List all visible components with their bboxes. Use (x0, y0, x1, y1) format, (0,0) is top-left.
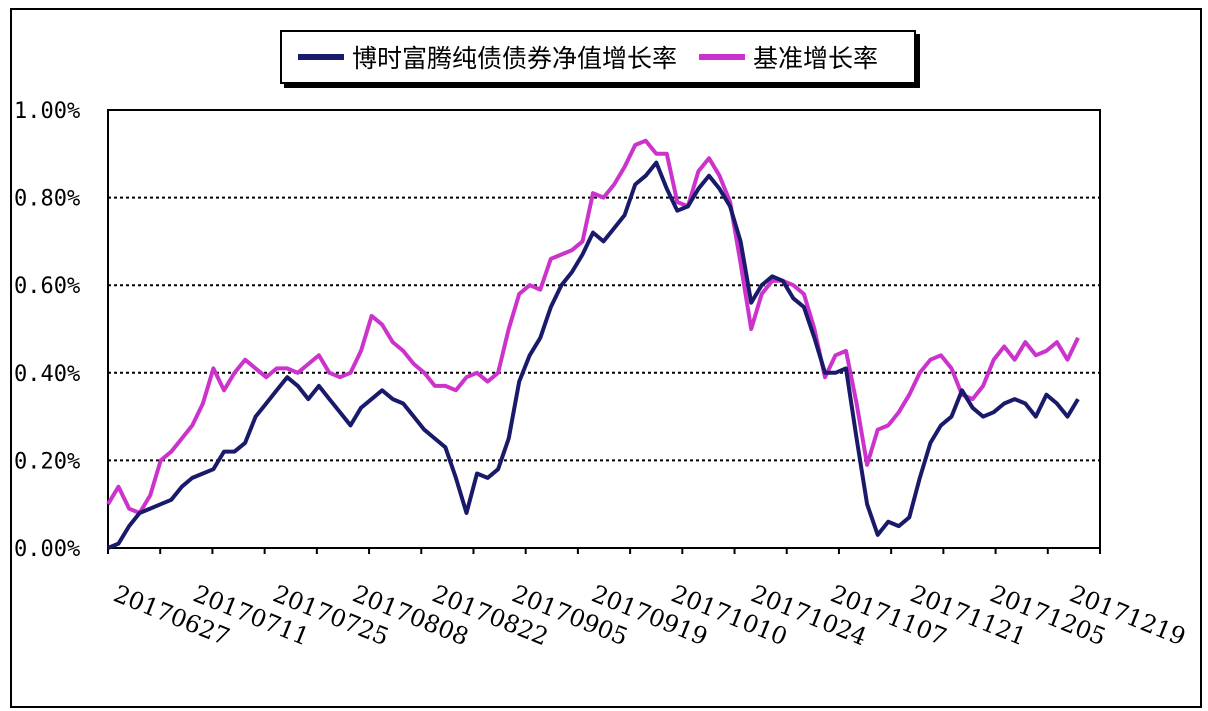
chart-frame (10, 8, 1202, 708)
legend: 博时富腾纯债债券净值增长率 基准增长率 (280, 30, 916, 84)
legend-item-fund: 博时富腾纯债债券净值增长率 (298, 39, 677, 75)
legend-label-fund: 博时富腾纯债债券净值增长率 (352, 44, 678, 73)
y-tick-label: 0.40% (14, 362, 80, 387)
legend-swatch-fund (298, 54, 344, 60)
legend-swatch-benchmark (699, 54, 746, 60)
y-tick-label: 1.00% (14, 99, 80, 124)
y-tick-label: 0.00% (14, 537, 80, 562)
y-tick-label: 0.80% (14, 187, 80, 212)
y-tick-label: 0.20% (14, 449, 80, 474)
series-line-fund (107, 160, 1080, 550)
gridlines (108, 196, 1100, 462)
series-lines (106, 138, 1080, 550)
legend-label-benchmark: 基准增长率 (753, 44, 879, 73)
legend-item-benchmark: 基准增长率 (699, 39, 878, 75)
y-tick-label: 0.60% (14, 274, 80, 299)
y-axis: 0.00% 0.20% 0.40% 0.60% 0.80% 1.00% (14, 99, 80, 562)
series-line-benchmark (106, 138, 1080, 515)
x-axis: 2017062720170711201707252017080820170822… (107, 548, 1190, 651)
plot-area (107, 109, 1101, 549)
